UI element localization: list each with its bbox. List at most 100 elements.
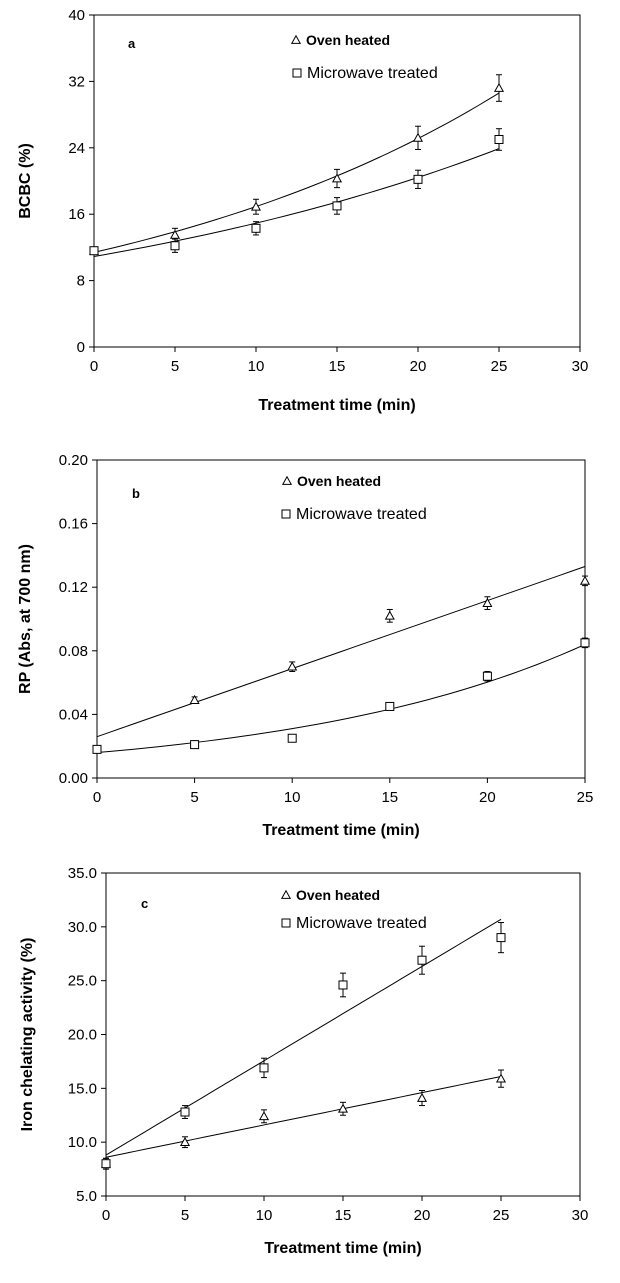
y-tick-label: 0.00 bbox=[59, 770, 88, 787]
chart-panel-b: 0 5 10 15 20 25 0.00 0.04 0.08 0.12 0.16 0.20 Treatm… bbox=[17, 452, 593, 839]
x-tick-label: 20 bbox=[479, 789, 496, 806]
data-point-oven-heated bbox=[169, 229, 181, 239]
data-point-oven-heated bbox=[250, 201, 262, 211]
legend-marker-oven-heated bbox=[280, 889, 292, 899]
x-axis-label: Treatment time (min) bbox=[258, 397, 415, 414]
data-point-microwave-treated bbox=[287, 733, 297, 743]
x-tick-label: 0 bbox=[90, 358, 98, 375]
y-tick-label: 20.0 bbox=[68, 1027, 97, 1044]
data-point-microwave-treated bbox=[385, 701, 395, 711]
data-point-oven-heated bbox=[189, 694, 200, 704]
data-point-oven-heated bbox=[493, 82, 505, 92]
data-point-microwave-treated bbox=[170, 241, 180, 251]
data-point-oven-heated bbox=[331, 173, 343, 183]
x-tick-label: 5 bbox=[181, 1207, 189, 1224]
y-axis-label: RP (Abs, at 700 nm) bbox=[17, 544, 34, 694]
y-tick-label: 15.0 bbox=[68, 1080, 97, 1097]
data-point-oven-heated bbox=[337, 1103, 349, 1113]
data-point-oven-heated bbox=[579, 575, 591, 585]
trend-line-microwave-treated bbox=[105, 918, 502, 1156]
y-axis-label: BCBC (%) bbox=[17, 143, 34, 219]
data-point-oven-heated bbox=[412, 132, 424, 142]
y-tick-label: 24 bbox=[68, 140, 85, 157]
data-point-oven-heated bbox=[287, 661, 298, 671]
y-tick-label: 0 bbox=[77, 339, 85, 356]
data-point-oven-heated bbox=[179, 1136, 191, 1147]
legend-label-microwave-treated: Microwave treated bbox=[296, 915, 427, 932]
data-point-microwave-treated bbox=[180, 1107, 190, 1117]
data-point-microwave-treated bbox=[494, 135, 504, 144]
trend-line-microwave-treated bbox=[93, 148, 500, 258]
x-axis-label: Treatment time (min) bbox=[264, 1240, 421, 1257]
panel-letter: c bbox=[141, 896, 148, 911]
data-point-microwave-treated bbox=[413, 174, 423, 184]
trend-line-oven-heated bbox=[93, 92, 500, 253]
legend-marker-microwave-treated bbox=[292, 68, 302, 78]
x-tick-label: 25 bbox=[577, 789, 594, 806]
y-axis-label: Iron chelating activity (%) bbox=[19, 938, 36, 1132]
data-point-oven-heated bbox=[482, 597, 493, 607]
y-tick-label: 10.0 bbox=[68, 1134, 97, 1151]
y-tick-label: 0.20 bbox=[59, 452, 88, 469]
data-point-microwave-treated bbox=[259, 1063, 269, 1073]
legend-label-microwave-treated: Microwave treated bbox=[307, 65, 438, 82]
x-tick-label: 0 bbox=[93, 789, 101, 806]
trend-line-microwave-treated bbox=[96, 643, 586, 754]
x-tick-label: 15 bbox=[381, 789, 398, 806]
chart-panel-a: 0 5 10 15 20 25 30 0 8 16 24 32 40 Treatment time (mi… bbox=[17, 7, 588, 414]
y-tick-label: 0.12 bbox=[59, 579, 88, 596]
data-point-microwave-treated bbox=[190, 740, 200, 750]
x-tick-label: 10 bbox=[256, 1207, 273, 1224]
data-point-microwave-treated bbox=[338, 980, 348, 990]
x-tick-label: 5 bbox=[171, 358, 179, 375]
data-point-oven-heated bbox=[384, 610, 395, 620]
x-tick-label: 20 bbox=[414, 1207, 431, 1224]
data-point-oven-heated bbox=[416, 1092, 428, 1102]
chart-panel-c: 0 5 10 15 20 25 30 5.0 10.0 15.0 20.0 25.0 30.0 35.0 T… bbox=[19, 865, 588, 1257]
data-point-oven-heated bbox=[495, 1073, 507, 1083]
x-tick-label: 30 bbox=[572, 358, 589, 375]
panel-letter: a bbox=[128, 36, 136, 51]
x-tick-label: 0 bbox=[102, 1207, 110, 1224]
y-tick-label: 5.0 bbox=[76, 1188, 97, 1205]
data-point-microwave-treated bbox=[482, 671, 492, 681]
panel-letter: b bbox=[132, 486, 140, 501]
legend-label-oven-heated: Oven heated bbox=[297, 473, 381, 489]
x-tick-label: 10 bbox=[248, 358, 265, 375]
legend-label-oven-heated: Oven heated bbox=[296, 887, 380, 903]
y-tick-label: 0.08 bbox=[59, 643, 88, 660]
legend-label-microwave-treated: Microwave treated bbox=[296, 506, 427, 523]
x-tick-label: 30 bbox=[572, 1207, 589, 1224]
x-axis-label: Treatment time (min) bbox=[262, 822, 419, 839]
legend-label-oven-heated: Oven heated bbox=[306, 32, 390, 48]
x-tick-label: 25 bbox=[493, 1207, 510, 1224]
y-tick-label: 25.0 bbox=[68, 973, 97, 990]
data-point-microwave-treated bbox=[417, 955, 427, 965]
data-point-microwave-treated bbox=[496, 933, 506, 943]
data-point-microwave-treated bbox=[580, 638, 590, 648]
legend-marker-microwave-treated bbox=[281, 918, 291, 928]
x-tick-label: 15 bbox=[335, 1207, 352, 1224]
data-point-microwave-treated bbox=[101, 1159, 111, 1169]
data-point-microwave-treated bbox=[251, 223, 261, 233]
y-tick-label: 0.16 bbox=[59, 516, 88, 533]
x-tick-label: 25 bbox=[491, 358, 508, 375]
plot-area-frame bbox=[96, 459, 586, 779]
data-point-microwave-treated bbox=[332, 201, 342, 211]
y-tick-label: 30.0 bbox=[68, 919, 97, 936]
x-tick-label: 5 bbox=[190, 789, 198, 806]
legend-marker-oven-heated bbox=[281, 475, 293, 485]
y-tick-label: 32 bbox=[68, 73, 85, 90]
trend-line-oven-heated bbox=[105, 1076, 502, 1158]
y-tick-label: 40 bbox=[68, 7, 85, 24]
x-tick-label: 20 bbox=[410, 358, 427, 375]
legend-marker-oven-heated bbox=[290, 34, 302, 44]
data-point-microwave-treated bbox=[89, 246, 99, 256]
x-tick-label: 15 bbox=[329, 358, 346, 375]
y-tick-label: 35.0 bbox=[68, 865, 97, 882]
y-tick-label: 8 bbox=[77, 273, 85, 290]
data-point-oven-heated bbox=[258, 1111, 270, 1121]
legend-marker-microwave-treated bbox=[281, 509, 291, 519]
y-tick-label: 16 bbox=[68, 206, 85, 223]
